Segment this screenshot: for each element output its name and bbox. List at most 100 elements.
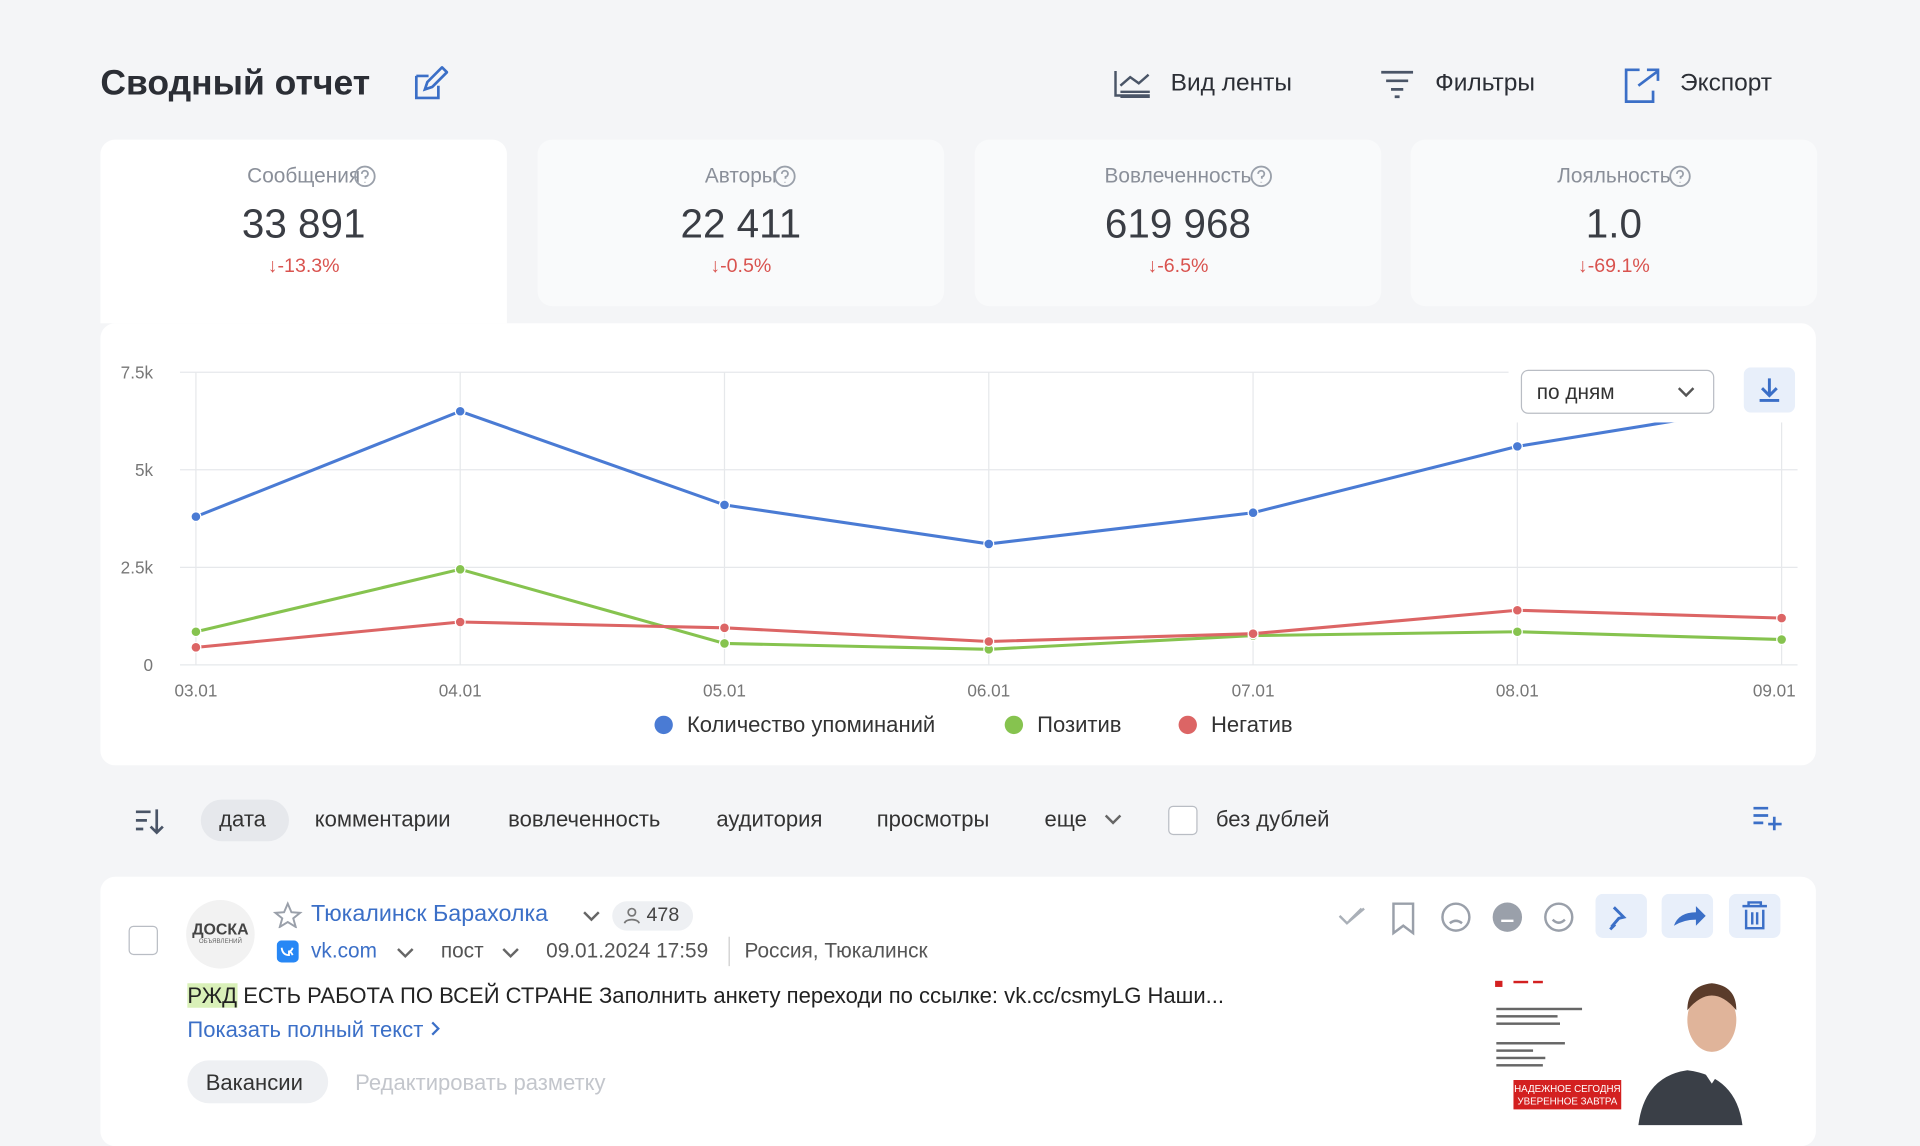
period-select[interactable]: по дням	[1520, 369, 1715, 414]
edit-icon[interactable]	[411, 66, 449, 103]
legend-marker	[1004, 715, 1024, 735]
checkbox[interactable]	[1168, 805, 1198, 836]
data-point	[454, 616, 466, 628]
data-point	[1247, 628, 1259, 640]
stat-card[interactable]: Вовлеченность 619 968 ↓-6.5%	[974, 139, 1382, 307]
stat-change: ↓-0.5%	[710, 255, 772, 277]
avatar: ДОСКА ОБЪЯВЛЕНИЙ	[186, 900, 255, 969]
stat-label: Лояльность	[1557, 164, 1671, 188]
tag[interactable]: Вакансии	[187, 1060, 329, 1104]
stat-value: 33 891	[241, 200, 366, 247]
data-point	[454, 405, 466, 417]
sort-tab[interactable]: дата	[219, 806, 266, 832]
stat-value: 619 968	[1104, 200, 1251, 247]
sort-tab[interactable]: аудитория	[716, 806, 823, 832]
audience-count: 478	[646, 904, 680, 926]
legend-marker	[654, 715, 673, 735]
image-caption: УВЕРЕННОЕ ЗАВТРА	[1517, 1096, 1617, 1107]
audience-badge: 478	[612, 901, 694, 931]
y-tick-label: 2.5k	[121, 557, 154, 577]
feed-view-button[interactable]: Вид ленты	[1170, 69, 1292, 97]
post-date: 09.01.2024 17:59	[546, 939, 709, 963]
data-point	[1247, 507, 1259, 519]
stat-label: Вовлеченность	[1104, 164, 1252, 188]
people-icon	[623, 907, 641, 924]
stat-change: ↓-69.1%	[1577, 255, 1650, 277]
filters-button[interactable]: Фильтры	[1435, 69, 1535, 97]
avatar-subtext: ОБЪЯВЛЕНИЙ	[198, 937, 242, 946]
export-button[interactable]: Экспорт	[1680, 69, 1773, 97]
post-kind[interactable]: пост	[440, 939, 484, 963]
stat-value: 1.0	[1585, 200, 1642, 247]
avatar-text: ДОСКА	[192, 919, 249, 938]
feed-view-icon[interactable]	[1112, 66, 1154, 103]
highlight: РЖД	[187, 983, 238, 1008]
data-point	[1776, 612, 1788, 624]
filter-icon[interactable]	[1379, 69, 1416, 101]
help-icon	[1249, 165, 1272, 188]
help-icon	[100, 164, 507, 195]
legend-label[interactable]: Позитив	[1037, 712, 1121, 737]
data-point	[1511, 604, 1523, 616]
legend-label[interactable]: Негатив	[1211, 712, 1293, 737]
chevron	[583, 911, 600, 922]
sort-tab[interactable]: вовлеченность	[508, 806, 661, 832]
y-tick-label: 7.5k	[121, 362, 154, 382]
source-name[interactable]: Тюкалинск Барахолка	[311, 901, 549, 927]
sort-tab[interactable]: еще	[1044, 806, 1087, 832]
chevron	[502, 948, 519, 959]
post-location: Россия, Тюкалинск	[744, 939, 928, 963]
edit-markup[interactable]: Редактировать разметку	[355, 1070, 606, 1095]
data-point	[983, 538, 995, 550]
download-button[interactable]	[1743, 367, 1796, 413]
x-tick-label: 06.01	[967, 681, 1010, 701]
platform-link[interactable]: vk.com	[311, 939, 377, 963]
post-text-line: РЖД ЕСТЬ РАБОТА ПО ВСЕЙ СТРАНЕ Заполнить…	[187, 983, 1224, 1009]
no-duplicates-label[interactable]: без дублей	[1215, 806, 1330, 832]
separator	[728, 936, 730, 967]
data-point	[190, 626, 202, 638]
sort-tab[interactable]: комментарии	[314, 806, 451, 832]
tag-text: Вакансии	[205, 1070, 303, 1095]
stat-label: Авторы	[704, 164, 777, 188]
bookmark-icon[interactable]	[1392, 902, 1415, 936]
show-full-link[interactable]: Показать полный текст	[187, 1018, 443, 1044]
star-icon[interactable]	[273, 901, 303, 929]
x-tick-label: 04.01	[439, 681, 482, 701]
data-point	[190, 511, 202, 523]
chevron	[1104, 814, 1122, 825]
image-caption: НАДЕЖНОЕ СЕГОДНЯ	[1514, 1084, 1621, 1095]
sort-tab[interactable]: просмотры	[876, 806, 990, 832]
post-image: НАДЕЖНОЕ СЕГОДНЯ УВЕРЕННОЕ ЗАВТРА	[1491, 975, 1786, 1126]
stat-change: ↓-13.3%	[267, 255, 340, 277]
sentiment-icons[interactable]	[1441, 902, 1574, 932]
add-list-icon[interactable]	[1751, 803, 1783, 832]
x-tick-label: 09.01	[1753, 681, 1796, 701]
stat-change: ↓-6.5%	[1147, 255, 1209, 277]
x-tick-label: 05.01	[703, 681, 746, 701]
chevron	[397, 948, 414, 959]
stat-card[interactable]: Лояльность 1.0 ↓-69.1%	[1410, 139, 1818, 307]
legend-marker	[1178, 715, 1197, 735]
checkbox[interactable]	[128, 925, 158, 956]
data-point	[718, 622, 731, 634]
post-text: ЕСТЬ РАБОТА ПО ВСЕЙ СТРАНЕ Заполнить анк…	[243, 983, 1225, 1008]
legend-label[interactable]: Количество упоминаний	[687, 712, 935, 737]
delete-button[interactable]	[1728, 893, 1781, 938]
help-icon	[538, 164, 945, 195]
data-point	[454, 563, 466, 575]
sort-icon[interactable]	[132, 806, 166, 838]
help-icon	[975, 164, 1382, 195]
period-text: по дням	[1536, 380, 1615, 405]
stat-card[interactable]: Сообщения 33 891 ↓-13.3%	[100, 139, 507, 324]
data-point	[718, 637, 731, 649]
export-icon[interactable]	[1622, 65, 1664, 104]
data-point	[718, 499, 731, 511]
help-icon	[774, 165, 796, 188]
stat-card[interactable]: Авторы 22 411 ↓-0.5%	[537, 139, 945, 307]
stat-label: Сообщения	[247, 164, 361, 188]
check-icon[interactable]	[1338, 907, 1365, 925]
stat-value: 22 411	[680, 200, 802, 247]
x-tick-label: 08.01	[1496, 681, 1539, 701]
